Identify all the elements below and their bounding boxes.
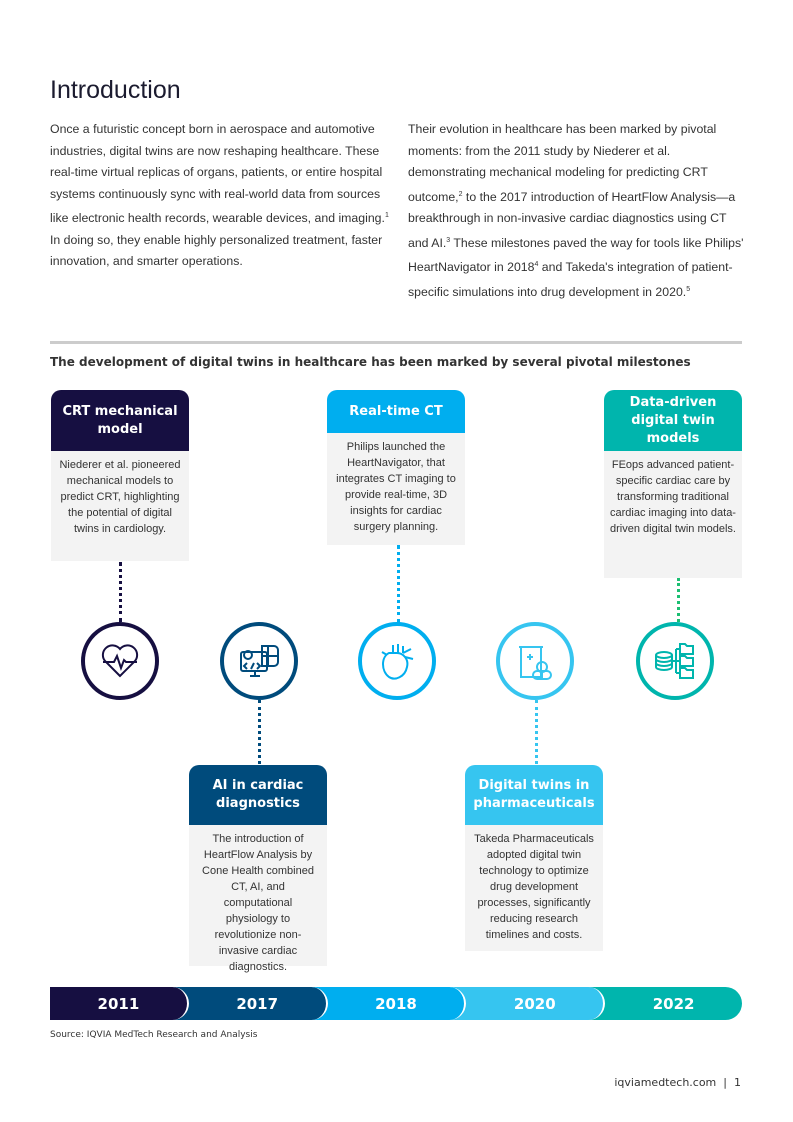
ai-brain-computer-icon bbox=[220, 622, 298, 700]
page-footer: iqviamedtech.com | 1 bbox=[614, 1076, 741, 1089]
page-title: Introduction bbox=[50, 76, 181, 104]
milestone-title: Digital twins in pharmaceuticals bbox=[465, 765, 603, 825]
connector-2011 bbox=[119, 562, 122, 622]
intro-right-paragraph: Their evolution in healthcare has been m… bbox=[408, 122, 744, 299]
footer-separator: | bbox=[723, 1076, 727, 1089]
milestone-card-2020: Digital twins in pharmaceuticals Takeda … bbox=[465, 765, 603, 951]
timeline-year-2011: 2011 bbox=[50, 987, 189, 1020]
milestone-text: Philips launched the HeartNavigator, tha… bbox=[327, 433, 465, 545]
divider bbox=[50, 341, 742, 344]
milestone-text: Niederer et al. pioneered mechanical mod… bbox=[51, 451, 189, 561]
connector-2022 bbox=[677, 578, 680, 622]
milestone-title: CRT mechanical model bbox=[51, 390, 189, 451]
milestone-text: FEops advanced patient-specific cardiac … bbox=[604, 451, 742, 578]
timeline-year-2018: 2018 bbox=[310, 987, 467, 1020]
source-note: Source: IQVIA MedTech Research and Analy… bbox=[50, 1030, 258, 1040]
intro-left-paragraph: Once a futuristic concept born in aerosp… bbox=[50, 122, 389, 269]
milestone-card-2022: Data-driven digital twin models FEops ad… bbox=[604, 390, 742, 578]
timeline-year-2020: 2020 bbox=[449, 987, 606, 1020]
page-number: 1 bbox=[734, 1076, 741, 1089]
milestone-title: Data-driven digital twin models bbox=[604, 390, 742, 451]
timeline-year-2017: 2017 bbox=[171, 987, 328, 1020]
milestone-title: Real-time CT bbox=[327, 390, 465, 433]
connector-2017 bbox=[258, 700, 261, 764]
timeline-year-2022: 2022 bbox=[588, 987, 742, 1020]
milestone-text: The introduction of HeartFlow Analysis b… bbox=[189, 825, 327, 973]
milestone-card-2018: Real-time CT Philips launched the HeartN… bbox=[327, 390, 465, 545]
footer-site[interactable]: iqviamedtech.com bbox=[614, 1076, 717, 1089]
milestone-card-2011: CRT mechanical model Niederer et al. pio… bbox=[51, 390, 189, 561]
milestone-card-2017: AI in cardiac diagnostics The introducti… bbox=[189, 765, 327, 973]
figure-title: The development of digital twins in heal… bbox=[50, 355, 691, 369]
heart-pulse-icon bbox=[81, 622, 159, 700]
milestone-title: AI in cardiac diagnostics bbox=[189, 765, 327, 825]
database-folders-icon bbox=[636, 622, 714, 700]
medicine-pills-icon bbox=[496, 622, 574, 700]
connector-2018 bbox=[397, 545, 400, 623]
anatomical-heart-icon bbox=[358, 622, 436, 700]
timeline-bar: 2011 2017 2018 2020 2022 bbox=[50, 987, 742, 1020]
connector-2020 bbox=[535, 700, 538, 764]
milestone-text: Takeda Pharmaceuticals adopted digital t… bbox=[465, 825, 603, 951]
